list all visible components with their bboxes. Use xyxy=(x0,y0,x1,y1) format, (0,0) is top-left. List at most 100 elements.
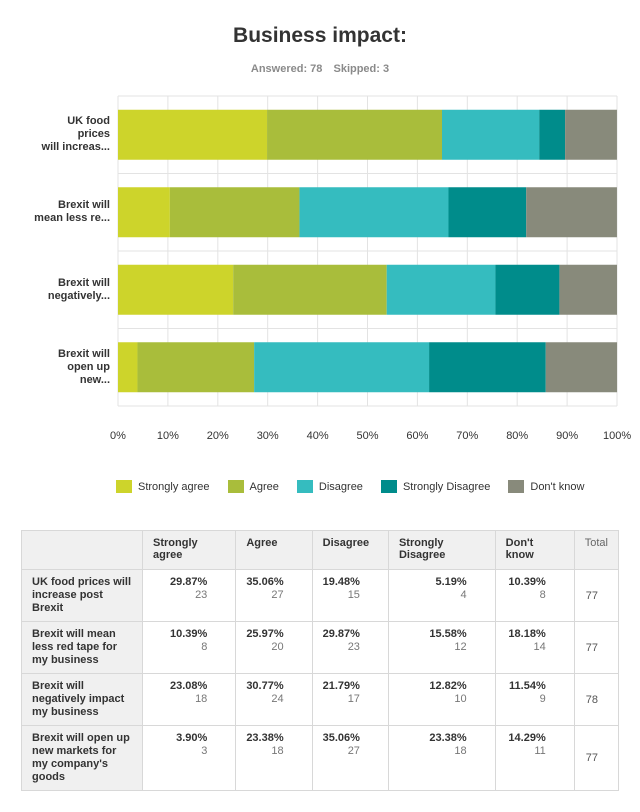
cell-count: 8 xyxy=(201,641,208,653)
bar-segment-strongly-agree-2[interactable] xyxy=(118,264,234,315)
bar-segment-agree-1[interactable] xyxy=(169,187,300,238)
bar-segment-strongly-disagree-2[interactable] xyxy=(495,264,560,315)
bar-segment-strongly-agree-1[interactable] xyxy=(118,187,170,238)
cell-count: 27 xyxy=(347,745,360,757)
table-cell: 10.39% 8 xyxy=(494,569,575,622)
legend-item[interactable]: Don't know xyxy=(508,480,584,493)
chart-title: Business impact: xyxy=(233,24,407,47)
response-summary: Answered: 78 Skipped: 3 xyxy=(0,63,640,75)
table-cell: 35.06% 27 xyxy=(235,569,313,622)
bar-segment-disagree-2[interactable] xyxy=(386,264,496,315)
skipped-count: Skipped: 3 xyxy=(333,63,390,75)
col-header-strongly-agree: Strongly agree xyxy=(141,530,237,570)
row-total: 77 xyxy=(573,621,620,674)
category-label-line: Brexit will xyxy=(58,347,110,360)
results-table: Strongly agree Agree Disagree Strongly D… xyxy=(21,530,620,791)
cell-percent: 14.29% xyxy=(508,732,546,744)
row-total: 77 xyxy=(573,569,620,622)
cell-percent: 23.38% xyxy=(246,732,284,744)
answered-count: Answered: 78 xyxy=(250,63,323,75)
cell-percent: 29.87% xyxy=(322,628,360,640)
cell-count: 18 xyxy=(454,745,467,757)
cell-percent: 19.48% xyxy=(322,576,360,588)
legend-label: Strongly agree xyxy=(138,480,210,493)
cell-percent: 10.39% xyxy=(508,576,546,588)
category-label-line: prices xyxy=(77,128,110,141)
x-tick-label: 70% xyxy=(456,430,479,442)
cell-count: 24 xyxy=(271,693,284,705)
table-cell: 10.39% 8 xyxy=(141,621,237,674)
bar-segment-don-t-know-1[interactable] xyxy=(526,187,617,238)
x-tick-label: 40% xyxy=(306,430,329,442)
cell-percent: 23.08% xyxy=(170,680,208,692)
legend-item[interactable]: Agree xyxy=(227,480,279,493)
table-row: UK food prices will increase post Brexit… xyxy=(21,569,620,622)
cell-count: 11 xyxy=(534,745,546,757)
cell-count: 18 xyxy=(195,693,208,705)
table-cell: 5.19% 4 xyxy=(387,569,496,622)
table-cell: 30.77% 24 xyxy=(235,673,313,726)
cell-count: 8 xyxy=(539,589,546,601)
cell-count: 4 xyxy=(460,589,467,601)
col-header-dont-know: Don't know xyxy=(494,530,575,570)
col-header-disagree: Disagree xyxy=(311,530,389,570)
category-label-line: open up xyxy=(67,360,110,373)
bar-segment-agree-2[interactable] xyxy=(233,264,387,315)
cell-percent: 30.77% xyxy=(246,680,284,692)
legend-item[interactable]: Strongly agree xyxy=(116,480,210,493)
category-label-line: mean less re... xyxy=(34,212,110,225)
cell-percent: 18.18% xyxy=(508,628,546,640)
cell-percent: 29.87% xyxy=(170,576,208,588)
cell-percent: 23.38% xyxy=(429,732,467,744)
x-tick-label: 30% xyxy=(256,430,279,442)
cell-count: 10 xyxy=(454,693,467,705)
category-label: UK food prices will increas... xyxy=(10,115,110,154)
legend-swatch xyxy=(116,480,132,493)
bar-segment-don-t-know-0[interactable] xyxy=(565,109,617,160)
col-header-strongly-disagree: Strongly Disagree xyxy=(387,530,496,570)
x-tick-label: 0% xyxy=(110,430,126,442)
x-tick-label: 60% xyxy=(406,430,429,442)
bar-segment-disagree-0[interactable] xyxy=(442,109,540,160)
row-label: Brexit will mean less red tape for my bu… xyxy=(21,621,143,674)
legend-item[interactable]: Disagree xyxy=(296,480,363,493)
bar-segment-agree-0[interactable] xyxy=(267,109,443,160)
bar-segment-strongly-disagree-1[interactable] xyxy=(448,187,527,238)
legend-label: Agree xyxy=(249,480,279,493)
bar-segment-strongly-disagree-3[interactable] xyxy=(429,342,546,393)
legend-swatch xyxy=(227,480,244,493)
bar-segment-strongly-disagree-0[interactable] xyxy=(539,109,566,160)
table-cell: 29.87% 23 xyxy=(311,621,389,674)
stacked-bar-chart xyxy=(117,95,618,407)
legend-label: Disagree xyxy=(318,480,363,493)
table-cell: 11.54% 9 xyxy=(494,673,575,726)
bar-segment-don-t-know-3[interactable] xyxy=(545,342,618,393)
cell-percent: 12.82% xyxy=(429,680,467,692)
row-label: Brexit will open up new markets for my c… xyxy=(21,725,143,791)
table-cell: 3.90% 3 xyxy=(141,725,237,791)
category-label-line: Brexit will xyxy=(58,276,110,289)
bar-segment-don-t-know-2[interactable] xyxy=(559,264,617,315)
cell-percent: 21.79% xyxy=(322,680,360,692)
category-label-line: new... xyxy=(79,373,110,386)
table-header-row: Strongly agree Agree Disagree Strongly D… xyxy=(21,530,620,570)
legend-item[interactable]: Strongly Disagree xyxy=(380,480,490,493)
bar-segment-strongly-agree-0[interactable] xyxy=(118,109,268,160)
cell-count: 23 xyxy=(195,589,208,601)
table-cell: 18.18% 14 xyxy=(494,621,575,674)
cell-count: 23 xyxy=(347,641,360,653)
bar-segment-strongly-agree-3[interactable] xyxy=(118,342,138,393)
table-row: Brexit will negatively impact my busines… xyxy=(21,673,620,726)
category-label: Brexit will mean less re... xyxy=(10,199,110,225)
col-header-total: Total xyxy=(573,530,620,570)
table-cell: 12.82% 10 xyxy=(387,673,496,726)
cell-count: 12 xyxy=(454,641,467,653)
cell-count: 20 xyxy=(271,641,284,653)
category-label-line: UK food xyxy=(67,115,110,128)
cell-percent: 35.06% xyxy=(246,576,284,588)
bar-segment-disagree-3[interactable] xyxy=(254,342,430,393)
cell-count: 15 xyxy=(347,589,360,601)
bar-segment-agree-3[interactable] xyxy=(137,342,255,393)
bar-segment-disagree-1[interactable] xyxy=(299,187,449,238)
legend-swatch xyxy=(380,480,397,493)
